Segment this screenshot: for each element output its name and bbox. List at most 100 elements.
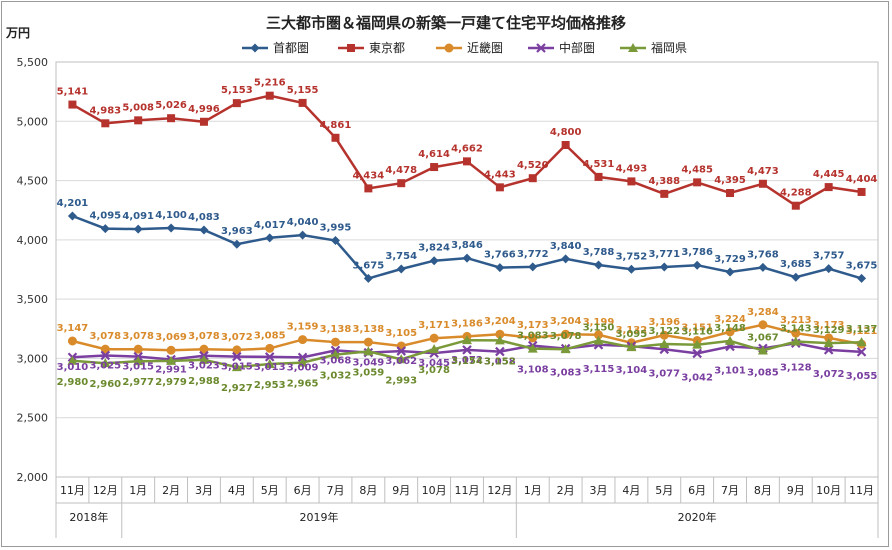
data-point (790, 336, 801, 346)
data-label: 3,072 (451, 355, 483, 366)
data-point (100, 224, 110, 234)
data-label: 4,445 (813, 169, 845, 180)
data-label: 3,023 (188, 361, 220, 372)
data-label: 3,151 (681, 323, 713, 334)
data-point (593, 335, 604, 345)
data-point (494, 335, 505, 345)
y-axis-unit-label: 万円 (5, 26, 30, 40)
data-point (429, 344, 440, 354)
legend-marker (536, 43, 546, 53)
data-point (725, 267, 735, 277)
data-point (100, 350, 111, 361)
data-label: 3,150 (583, 323, 615, 334)
data-point (856, 347, 867, 357)
data-point (693, 178, 702, 187)
data-label: 3,072 (813, 369, 845, 380)
x-year-label: 2020年 (678, 510, 717, 524)
data-label: 5,026 (155, 100, 187, 111)
data-label: 3,788 (583, 247, 615, 258)
legend-marker (347, 44, 355, 52)
x-tick-label: 4月 (622, 484, 640, 497)
data-label: 3,846 (451, 240, 483, 251)
data-point (758, 179, 767, 188)
data-label: 3,015 (221, 362, 253, 373)
data-label: 3,067 (747, 332, 779, 343)
data-point (462, 345, 472, 355)
data-point (463, 157, 471, 166)
data-label: 3,154 (451, 356, 483, 367)
data-point (791, 328, 801, 338)
data-label: 3,685 (780, 259, 812, 270)
data-point (265, 91, 274, 100)
data-label: 3,108 (517, 365, 549, 376)
data-label: 3,152 (484, 356, 516, 367)
data-label: 2,988 (188, 376, 220, 387)
data-point (725, 327, 735, 337)
data-label: 3,101 (714, 365, 746, 376)
data-point (856, 337, 867, 347)
data-point (692, 339, 703, 349)
data-label: 5,153 (221, 85, 253, 96)
data-label: 2,993 (385, 375, 417, 386)
data-label: 4,983 (89, 105, 121, 116)
legend-marker (250, 43, 260, 53)
x-tick-label: 2月 (162, 484, 180, 497)
data-label: 3,204 (484, 316, 516, 327)
data-label: 3,085 (254, 330, 286, 341)
data-label: 2,927 (221, 383, 253, 394)
data-point (396, 346, 407, 356)
data-label: 4,395 (714, 175, 746, 186)
data-label: 3,015 (122, 362, 154, 373)
data-label: 4,095 (89, 211, 121, 222)
x-year-label: 2018年 (69, 510, 108, 524)
data-label: 3,083 (550, 368, 582, 379)
x-tick-label: 7月 (326, 484, 344, 497)
data-point (430, 163, 439, 172)
data-label: 3,078 (550, 331, 582, 342)
data-point (232, 99, 241, 108)
data-point (823, 338, 834, 348)
data-point (297, 352, 308, 363)
data-label: 4,404 (846, 174, 878, 185)
data-point (265, 233, 275, 243)
x-tick-label: 4月 (228, 484, 246, 497)
data-label: 3,009 (287, 362, 319, 373)
data-label: 4,083 (188, 212, 220, 223)
data-point (561, 329, 571, 339)
data-point (363, 273, 373, 283)
data-point (166, 345, 176, 355)
data-label: 3,077 (648, 368, 680, 379)
data-label: 4,201 (57, 198, 89, 209)
data-point (462, 335, 472, 345)
data-point (67, 211, 77, 221)
data-label: 3,840 (550, 241, 582, 252)
data-label: 4,493 (616, 163, 648, 174)
y-tick-label: 5,500 (17, 56, 49, 69)
data-label: 4,017 (254, 220, 286, 231)
data-label: 3,224 (714, 314, 746, 325)
x-tick-label: 9月 (392, 484, 410, 497)
x-tick-label: 6月 (294, 484, 312, 497)
data-label: 4,434 (353, 170, 385, 181)
data-label: 3,138 (353, 324, 385, 335)
data-point (167, 114, 176, 123)
data-point (692, 260, 702, 270)
data-label: 3,754 (385, 251, 417, 262)
data-label: 3,199 (583, 317, 615, 328)
data-point (561, 254, 571, 264)
data-label: 5,141 (57, 87, 89, 98)
data-label: 3,204 (550, 316, 582, 327)
data-label: 3,786 (681, 247, 713, 258)
data-point (561, 141, 570, 149)
plot-area-border (55, 61, 879, 478)
data-label: 3,173 (813, 320, 845, 331)
data-point (330, 337, 340, 347)
data-point (133, 344, 143, 354)
data-label: 3,058 (484, 357, 516, 368)
data-label: 3,772 (517, 249, 549, 260)
data-label: 3,042 (681, 372, 713, 383)
data-point (331, 133, 340, 142)
data-label: 4,520 (517, 160, 549, 171)
data-point (462, 253, 472, 263)
